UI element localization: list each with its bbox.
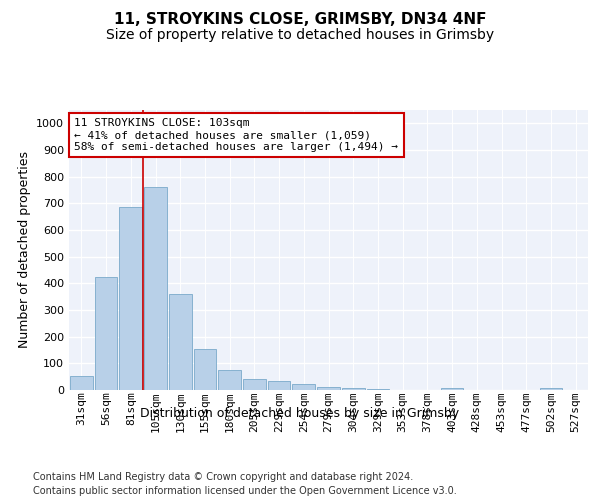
Text: Contains public sector information licensed under the Open Government Licence v3: Contains public sector information licen… bbox=[33, 486, 457, 496]
Bar bbox=[441, 388, 463, 390]
Bar bbox=[367, 388, 389, 390]
Bar bbox=[218, 370, 241, 390]
Bar bbox=[292, 384, 315, 390]
Bar bbox=[194, 350, 216, 390]
Text: Contains HM Land Registry data © Crown copyright and database right 2024.: Contains HM Land Registry data © Crown c… bbox=[33, 472, 413, 482]
Bar bbox=[169, 294, 191, 390]
Bar bbox=[119, 208, 142, 390]
Text: 11 STROYKINS CLOSE: 103sqm
← 41% of detached houses are smaller (1,059)
58% of s: 11 STROYKINS CLOSE: 103sqm ← 41% of deta… bbox=[74, 118, 398, 152]
Bar bbox=[95, 276, 118, 390]
Bar bbox=[342, 388, 365, 390]
Text: Size of property relative to detached houses in Grimsby: Size of property relative to detached ho… bbox=[106, 28, 494, 42]
Bar bbox=[144, 188, 167, 390]
Y-axis label: Number of detached properties: Number of detached properties bbox=[17, 152, 31, 348]
Bar bbox=[243, 380, 266, 390]
Bar bbox=[70, 376, 93, 390]
Bar bbox=[268, 382, 290, 390]
Text: 11, STROYKINS CLOSE, GRIMSBY, DN34 4NF: 11, STROYKINS CLOSE, GRIMSBY, DN34 4NF bbox=[114, 12, 486, 28]
Text: Distribution of detached houses by size in Grimsby: Distribution of detached houses by size … bbox=[140, 408, 460, 420]
Bar bbox=[317, 387, 340, 390]
Bar bbox=[539, 388, 562, 390]
